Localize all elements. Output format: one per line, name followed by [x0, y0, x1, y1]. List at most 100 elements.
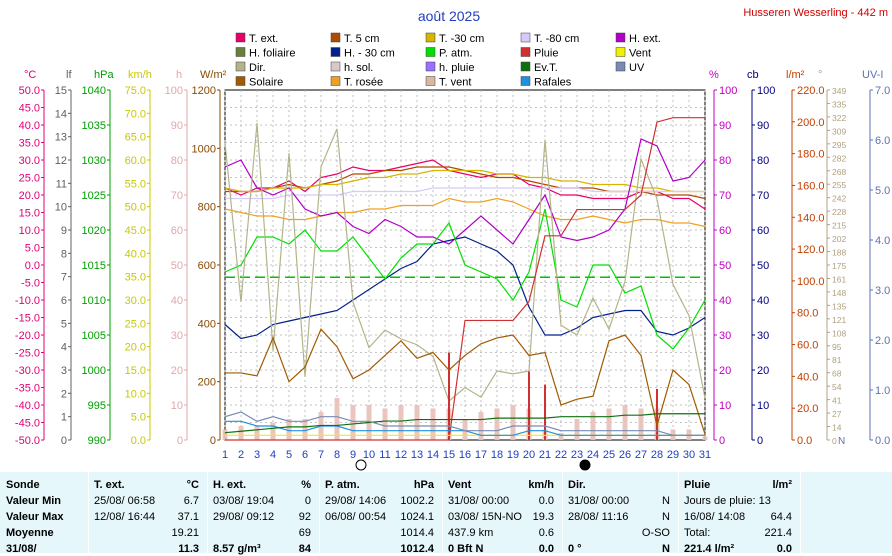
sunshine-bar	[254, 426, 260, 440]
sunshine-bar	[430, 408, 436, 440]
axis-tick-label: 75.0	[125, 85, 146, 97]
axis-tick-label: 228	[832, 207, 846, 217]
table-cell-detail: 06/08/ 00:54	[325, 511, 387, 523]
axis-tick-label: 2	[61, 388, 67, 400]
legend-label: Pluie	[534, 48, 558, 60]
axis-tick-label: 14	[55, 108, 67, 120]
axis-tick-label: 600	[198, 260, 216, 272]
axis-tick-label: 25.0	[19, 173, 40, 185]
axis-tick-label: 215	[832, 221, 846, 231]
x-tick-label: 18	[491, 449, 503, 461]
legend-swatch	[425, 76, 436, 86]
series-line	[224, 411, 705, 436]
axis-tick-label: 1	[61, 412, 67, 424]
axis-tick-label: 335	[832, 99, 846, 109]
axis-tick-label: 990	[88, 435, 106, 447]
series-line	[224, 123, 706, 403]
legend-label: T. 5 cm	[344, 33, 379, 45]
summary-table: Sonde Valeur Min Valeur Max Moyenne 31/08/T.…	[0, 472, 892, 555]
table-cell-value: 84	[298, 543, 311, 555]
table-cell-value: N	[662, 511, 670, 523]
sunshine-bar	[638, 408, 644, 440]
table-unit: l/m²	[772, 479, 792, 491]
series-line	[224, 208, 706, 350]
legend-swatch	[425, 47, 436, 57]
axis-tick-label: 60.0	[797, 340, 818, 352]
sunshine-bar	[606, 408, 612, 440]
table-unit: hPa	[413, 479, 434, 491]
axis-tick-label: 188	[832, 248, 846, 258]
axis-tick-label: 50	[757, 260, 769, 272]
x-tick-label: 10	[363, 449, 375, 461]
axis-tick-label: 1025	[82, 190, 106, 202]
sunshine-bar	[350, 405, 356, 440]
table-column: Vent km/h 31/08/ 00:00 0.0 03/08/ 15N-NO 19.3…	[442, 472, 563, 555]
table-cell-value: 1012.4	[400, 543, 434, 555]
sunshine-bar	[414, 405, 420, 440]
axis-tick-label: 10.0	[19, 225, 40, 237]
x-tick-label: 12	[395, 449, 407, 461]
legend-label: Vent	[629, 48, 651, 60]
axis-tick-label: 15.0	[125, 365, 146, 377]
sunshine-bar	[590, 412, 596, 440]
series-line	[224, 413, 705, 434]
legend-label: h. sol.	[344, 62, 373, 74]
axis-tick-label: 7.0	[875, 85, 890, 97]
legend-swatch	[235, 76, 246, 86]
legend-swatch	[330, 32, 341, 43]
x-tick-label: 25	[603, 449, 615, 461]
axis-tick-label: 7	[61, 272, 67, 284]
legend-label: T. -30 cm	[439, 33, 484, 45]
axis-tick-label: 14	[832, 423, 842, 433]
table-cell-value: 19.3	[532, 511, 554, 523]
new-moon-icon	[579, 459, 591, 471]
axis-tick-label: 100	[165, 85, 183, 97]
axis-tick-label: 0.0	[875, 435, 890, 447]
axis-tick-label: 1035	[82, 120, 106, 132]
x-tick-label: 22	[555, 449, 567, 461]
axis-tick-label: 268	[832, 167, 846, 177]
axis-tick-label: 40.0	[125, 248, 146, 260]
axis-tick-label: -35.0	[15, 383, 40, 395]
table-cell-value: 0.0	[776, 543, 792, 555]
axis-tick-label: 40.0	[797, 371, 818, 383]
sunshine-bar	[382, 408, 388, 440]
axis-tick-label: 3.0	[875, 285, 890, 297]
axis-tick-label: 50.0	[125, 202, 146, 214]
axis-tick-label: 40	[171, 295, 183, 307]
axis-tick-label: 100	[757, 85, 775, 97]
table-cell-value: N	[662, 543, 670, 555]
table-row-label: Valeur Min	[6, 495, 62, 507]
series-line	[225, 328, 706, 435]
axis-tick-label: 0	[210, 435, 216, 447]
table-cell-value: 64.4	[770, 511, 792, 523]
axis-tick-label: 15	[55, 85, 67, 97]
table-cell-detail: 29/08/ 14:06	[325, 495, 387, 507]
legend-swatch	[235, 61, 246, 72]
legend-label: H. foliaire	[249, 48, 295, 60]
x-tick-label: 29	[667, 449, 679, 461]
axis-tick-label: 108	[832, 328, 846, 338]
axis-tick-label: 13	[55, 132, 67, 144]
x-tick-label: 27	[635, 449, 647, 461]
legend-label: T. -80 cm	[534, 33, 579, 45]
table-column: Pluie l/m² Jours de pluie: 13 16/08/ 14:08 6…	[678, 472, 801, 555]
axis-tick-label: 5.0	[131, 412, 146, 424]
x-tick-label: 17	[475, 449, 487, 461]
axis-tick-label: 70	[719, 190, 731, 202]
axis-tick-label: 20.0	[797, 403, 818, 415]
axis-tick-label: 322	[832, 113, 846, 123]
axis-tick-label: 45.0	[19, 103, 40, 115]
axis-tick-label: 0	[832, 436, 837, 446]
table-cell-value: 1014.4	[400, 527, 434, 539]
axis-tick-label: 30.0	[19, 155, 40, 167]
axis-tick-label: 70.0	[125, 108, 146, 120]
axis-tick-label: 50	[171, 260, 183, 272]
axis-tick-label: 100	[719, 85, 737, 97]
legend-swatch	[425, 32, 436, 43]
axis-tick-label: 90	[757, 120, 769, 132]
axis-tick-label: 255	[832, 180, 846, 190]
rain-bar	[544, 384, 546, 440]
series-line	[224, 197, 706, 228]
table-cell-detail: Total:	[684, 527, 711, 539]
